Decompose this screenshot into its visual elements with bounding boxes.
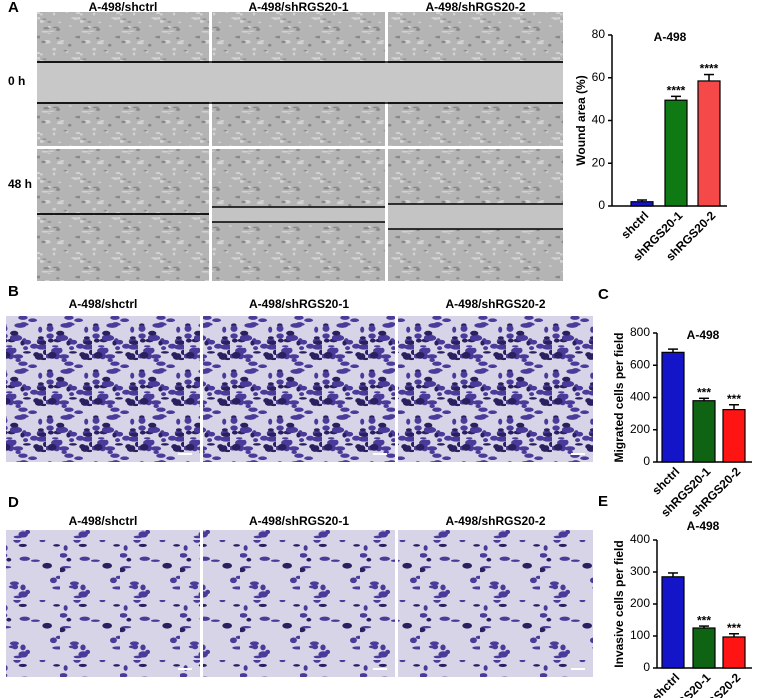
wound-gap bbox=[388, 204, 563, 229]
y-tick-label: 300 bbox=[630, 564, 650, 578]
row-label: 0 h bbox=[8, 74, 25, 88]
bar bbox=[630, 201, 654, 207]
y-tick-label: 400 bbox=[630, 390, 650, 404]
micrograph bbox=[398, 530, 593, 677]
y-tick-label: 60 bbox=[592, 70, 606, 84]
micrograph bbox=[398, 316, 593, 462]
chart-title: A-498 bbox=[687, 328, 720, 342]
y-axis-label: Invasive cells per field bbox=[612, 540, 626, 667]
y-tick-label: 800 bbox=[630, 325, 650, 339]
significance: **** bbox=[667, 84, 686, 98]
wound-gap bbox=[212, 207, 385, 222]
column-title: A-498/shRGS20-2 bbox=[445, 297, 545, 311]
y-tick-label: 100 bbox=[630, 628, 650, 642]
y-axis-label: Migrated cells per field bbox=[612, 332, 626, 462]
y-tick-label: 0 bbox=[643, 660, 650, 674]
column-title: A-498/shRGS20-2 bbox=[445, 514, 545, 528]
chart-title: A-498 bbox=[687, 519, 720, 533]
micrograph bbox=[37, 149, 209, 281]
y-tick-label: 0 bbox=[598, 198, 605, 212]
column-title: A-498/shctrl bbox=[89, 0, 158, 14]
micrograph bbox=[6, 316, 200, 462]
micrograph bbox=[203, 316, 395, 462]
y-tick-label: 40 bbox=[592, 113, 606, 127]
column-title: A-498/shctrl bbox=[69, 514, 138, 528]
bar bbox=[697, 80, 721, 207]
x-tick-label: shctrl bbox=[649, 670, 682, 698]
column-title: A-498/shRGS20-2 bbox=[425, 0, 525, 14]
y-tick-label: 80 bbox=[592, 27, 606, 41]
panel-label: E bbox=[598, 493, 608, 510]
column-title: A-498/shRGS20-1 bbox=[249, 514, 349, 528]
bar bbox=[722, 408, 746, 463]
wound-gap bbox=[37, 63, 563, 102]
bar bbox=[661, 576, 685, 669]
bar bbox=[692, 627, 716, 669]
panel-label: D bbox=[8, 494, 19, 511]
significance: *** bbox=[727, 392, 741, 406]
bar bbox=[692, 400, 716, 463]
bar bbox=[722, 636, 746, 669]
y-tick-label: 0 bbox=[643, 454, 650, 468]
significance: *** bbox=[697, 613, 711, 627]
y-axis-label: Wound area (%) bbox=[574, 75, 588, 165]
y-tick-label: 600 bbox=[630, 357, 650, 371]
significance: *** bbox=[697, 385, 711, 399]
significance: *** bbox=[727, 621, 741, 635]
column-title: A-498/shRGS20-1 bbox=[249, 297, 349, 311]
column-title: A-498/shRGS20-1 bbox=[248, 0, 348, 14]
bar bbox=[661, 351, 685, 463]
row-label: 48 h bbox=[8, 177, 32, 191]
significance: **** bbox=[700, 62, 719, 76]
chart-title: A-498 bbox=[654, 30, 687, 44]
column-title: A-498/shctrl bbox=[69, 297, 138, 311]
y-tick-label: 400 bbox=[630, 532, 650, 546]
bar bbox=[664, 99, 688, 207]
y-tick-label: 200 bbox=[630, 422, 650, 436]
y-tick-label: 20 bbox=[592, 155, 606, 169]
micrograph bbox=[6, 530, 200, 677]
y-tick-label: 200 bbox=[630, 596, 650, 610]
panel-label: C bbox=[598, 286, 609, 303]
panel-label: A bbox=[8, 0, 19, 16]
panel-label: B bbox=[8, 283, 19, 300]
micrograph bbox=[203, 530, 395, 677]
